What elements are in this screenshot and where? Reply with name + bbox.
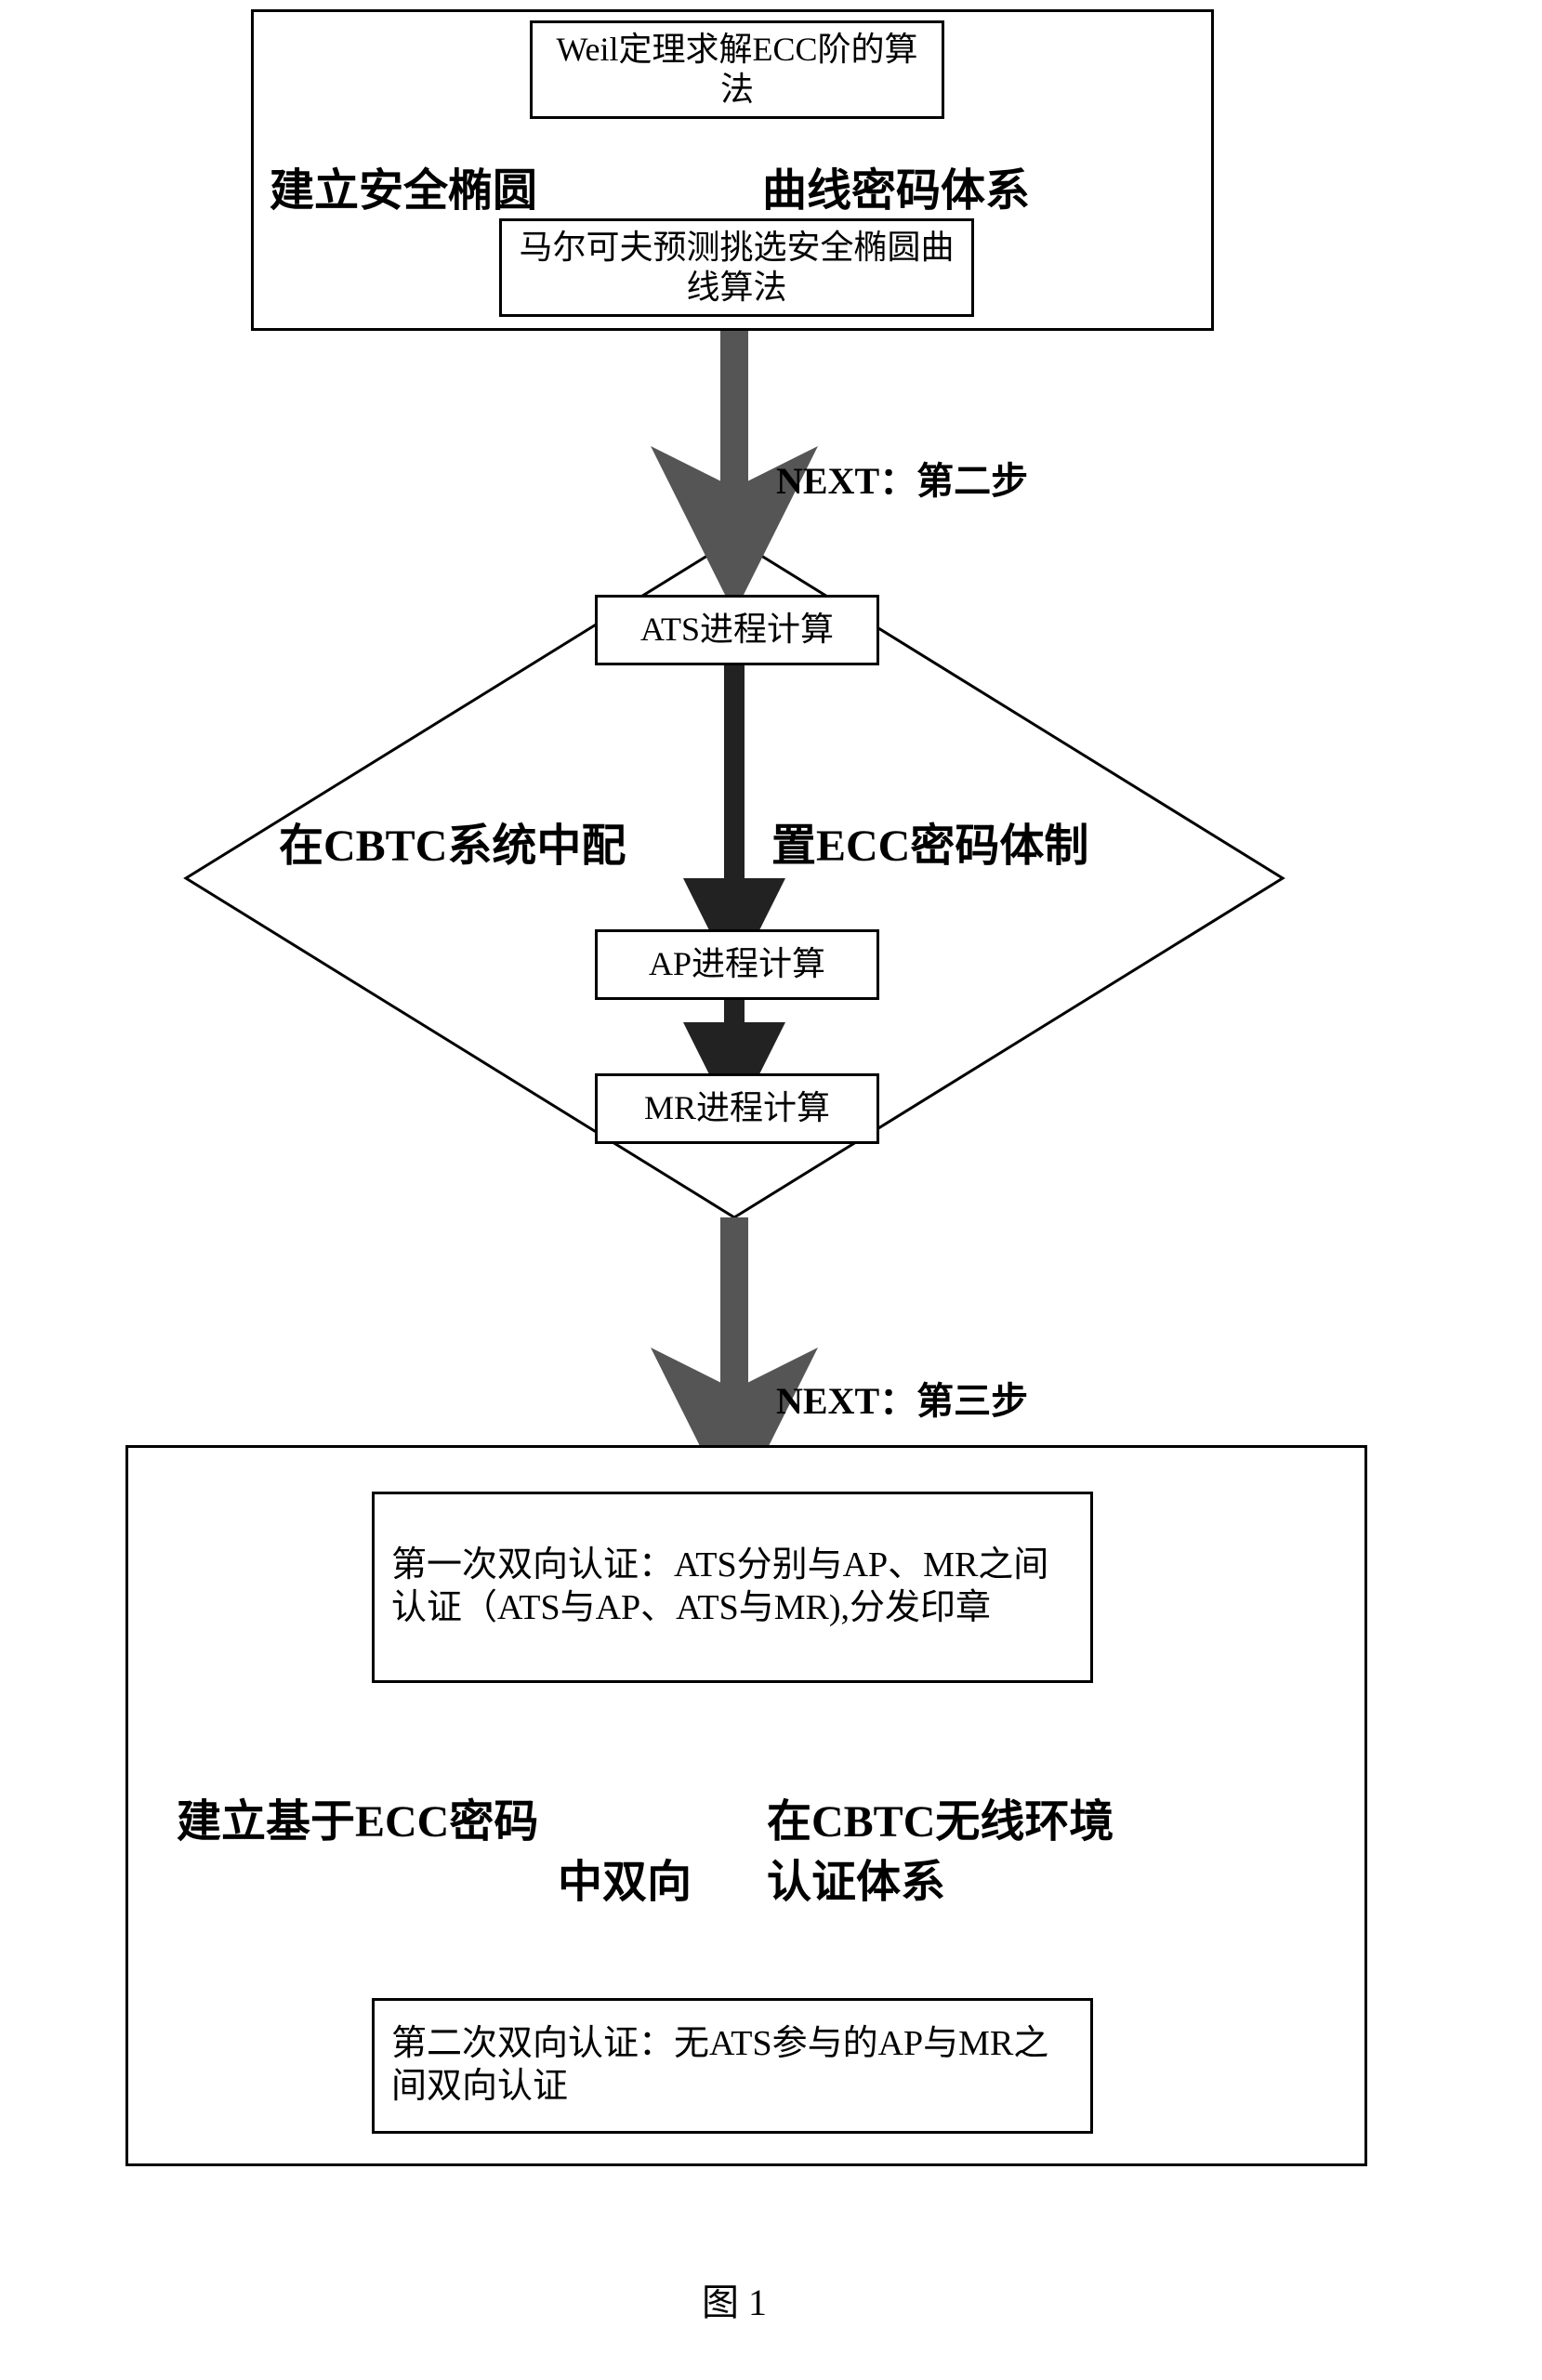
step1-title-left: 建立安全椭圆 <box>270 153 537 218</box>
step1-inner-box-2: 马尔可夫预测挑选安全椭圆曲线算法 <box>499 218 974 317</box>
step2-title-left: 在CBTC系统中配 <box>279 809 626 874</box>
step3-title-line2-left: 中双向 <box>558 1845 692 1910</box>
step2-inner-box-3: MR进程计算 <box>595 1073 879 1144</box>
step1-box2-text: 马尔可夫预测挑选安全椭圆曲线算法 <box>502 222 971 313</box>
step3-box2-text: 第二次双向认证：无ATS参与的AP与MR之间双向认证 <box>375 2012 1090 2119</box>
step3-inner-box-2: 第二次双向认证：无ATS参与的AP与MR之间双向认证 <box>372 1998 1093 2134</box>
step2-title-right: 置ECC密码体制 <box>771 809 1088 874</box>
step3-inner-box-1: 第一次双向认证：ATS分别与AP、MR之间认证（ATS与AP、ATS与MR),分… <box>372 1492 1093 1683</box>
step1-inner-box-1: Weil定理求解ECC阶的算法 <box>530 20 944 119</box>
step1-box1-text: Weil定理求解ECC阶的算法 <box>533 24 942 115</box>
figure-caption: 图 1 <box>702 2272 767 2326</box>
flowchart-container: Weil定理求解ECC阶的算法 马尔可夫预测挑选安全椭圆曲线算法 建立安全椭圆 … <box>0 0 1542 2380</box>
step2-box1-text: ATS进程计算 <box>631 604 843 655</box>
step2-box3-text: MR进程计算 <box>635 1083 839 1134</box>
arrow1-label: NEXT：第二步 <box>776 451 1028 505</box>
step2-inner-box-1: ATS进程计算 <box>595 595 879 665</box>
step3-title-line1-right: 在CBTC无线环境 <box>767 1784 1114 1849</box>
step3-title-line2-right: 认证体系 <box>767 1845 945 1910</box>
step1-title-right: 曲线密码体系 <box>762 153 1030 218</box>
step3-title-line1-left: 建立基于ECC密码 <box>177 1784 538 1849</box>
step2-inner-box-2: AP进程计算 <box>595 929 879 1000</box>
step3-box1-text: 第一次双向认证：ATS分别与AP、MR之间认证（ATS与AP、ATS与MR),分… <box>375 1533 1090 1640</box>
step2-box2-text: AP进程计算 <box>639 939 835 990</box>
arrow2-label: NEXT：第三步 <box>776 1371 1028 1425</box>
